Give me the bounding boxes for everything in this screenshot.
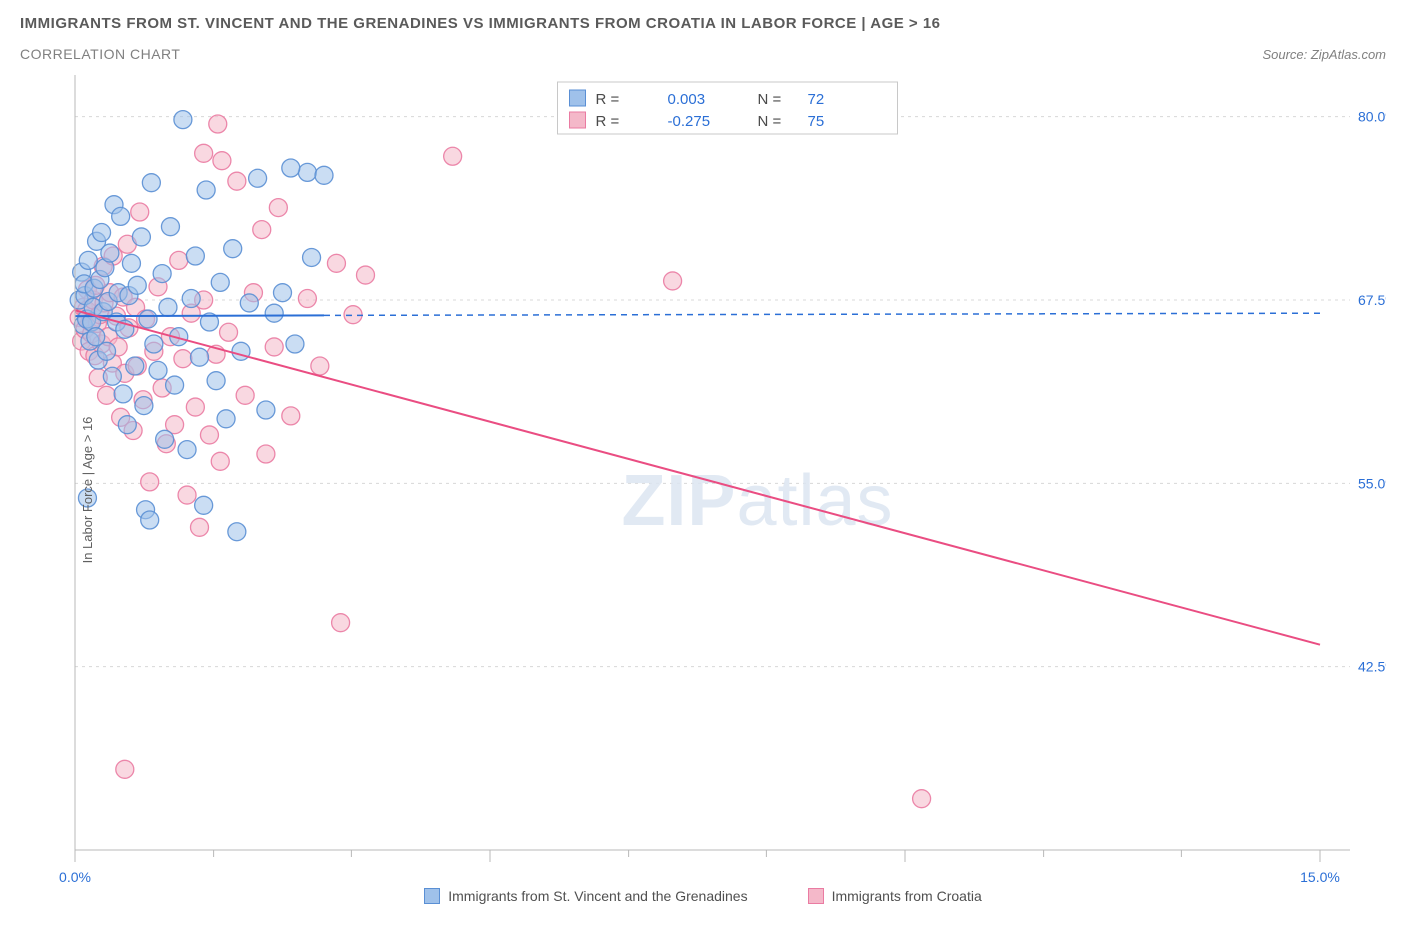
chart-subtitle: CORRELATION CHART: [20, 46, 180, 62]
source-attribution: Source: ZipAtlas.com: [1262, 47, 1386, 62]
svg-text:-0.275: -0.275: [668, 113, 711, 130]
svg-text:R =: R =: [596, 113, 620, 130]
svg-text:80.0%: 80.0%: [1358, 109, 1386, 125]
svg-text:15.0%: 15.0%: [1300, 869, 1340, 885]
chart-title: IMMIGRANTS FROM ST. VINCENT AND THE GREN…: [20, 15, 1386, 32]
svg-text:72: 72: [808, 91, 825, 108]
svg-text:R =: R =: [596, 91, 620, 108]
svg-text:75: 75: [808, 113, 825, 130]
svg-text:42.5%: 42.5%: [1358, 659, 1386, 675]
scatter-chart-svg: 42.5% 55.0% 67.5% 80.0% ZIPatlas 0.0% 15.0% R =…: [20, 70, 1386, 910]
svg-text:55.0%: 55.0%: [1358, 475, 1386, 491]
svg-text:N =: N =: [758, 91, 782, 108]
y-axis-label: In Labor Force | Age > 16: [80, 417, 95, 564]
svg-text:0.003: 0.003: [668, 91, 706, 108]
svg-text:67.5%: 67.5%: [1358, 292, 1386, 308]
svg-text:N =: N =: [758, 113, 782, 130]
svg-text:ZIPatlas: ZIPatlas: [621, 461, 893, 541]
svg-text:0.0%: 0.0%: [59, 869, 91, 885]
chart-area: In Labor Force | Age > 16 42.5% 55.0% 67.5…: [20, 70, 1386, 910]
